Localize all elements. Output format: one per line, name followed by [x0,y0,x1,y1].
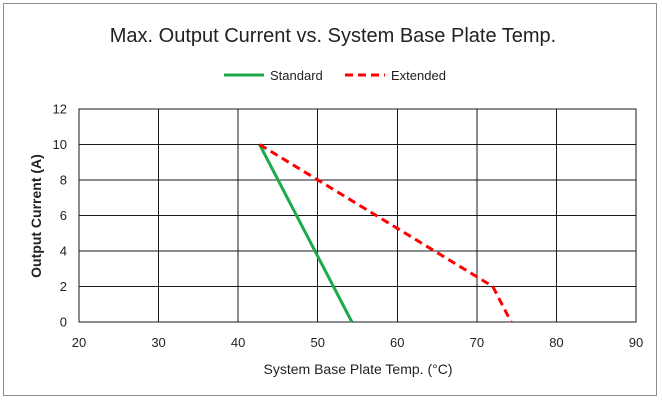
chart-frame [3,3,657,396]
y-axis-ticks: 0 2 4 6 8 10 12 [53,102,67,330]
y-tick-label-2: 2 [60,279,67,294]
legend-label-extended: Extended [391,68,446,83]
y-tick-label-4: 4 [60,244,67,259]
y-tick-label-6: 6 [60,208,67,223]
x-tick-label-90: 90 [629,335,643,350]
x-tick-label-80: 80 [549,335,563,350]
plot-area-border [78,108,637,323]
x-tick-label-40: 40 [231,335,245,350]
series-line-standard [258,143,354,323]
y-tick-label-8: 8 [60,173,67,188]
x-tick-label-70: 70 [470,335,484,350]
x-tick-label-60: 60 [390,335,404,350]
legend: Standard Extended [224,68,446,83]
legend-label-standard: Standard [270,68,323,83]
x-tick-label-30: 30 [151,335,165,350]
y-axis-title: Output Current (A) [28,154,44,278]
x-tick-label-20: 20 [72,335,86,350]
x-axis-ticks: 20 30 40 50 60 70 80 90 [72,335,643,350]
y-tick-label-10: 10 [53,137,67,152]
y-tick-label-12: 12 [53,102,67,117]
series-group [258,143,513,323]
chart-title: Max. Output Current vs. System Base Plat… [110,25,556,47]
x-axis-title: System Base Plate Temp. (°C) [264,361,453,377]
grid [78,108,637,323]
series-line-extended [258,143,513,323]
y-tick-label-0: 0 [60,315,67,330]
x-tick-label-50: 50 [310,335,324,350]
